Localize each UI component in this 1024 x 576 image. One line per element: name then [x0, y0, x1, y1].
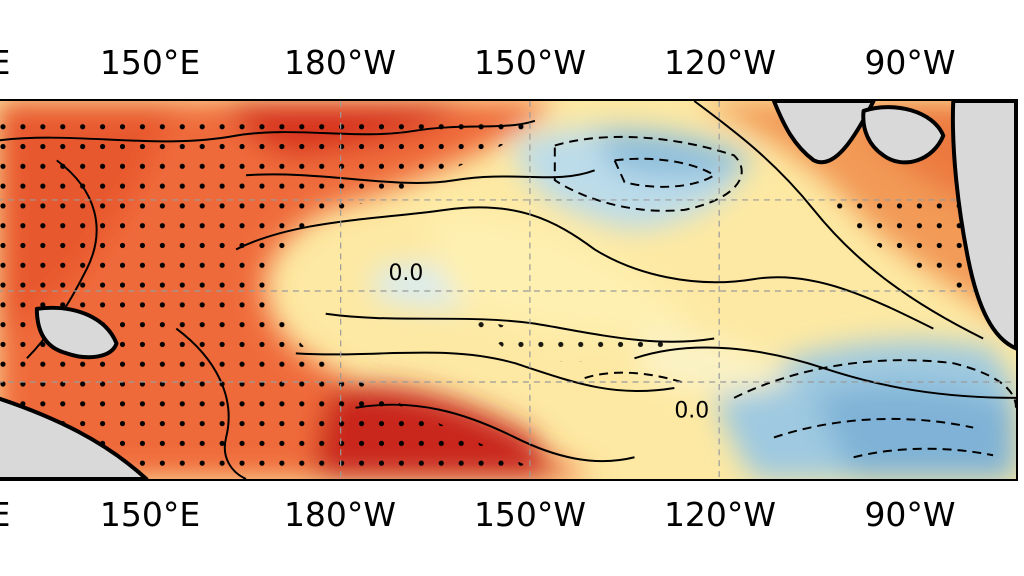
contour-label-1: 0.0: [388, 261, 423, 286]
contour-label-2: 0.0: [674, 399, 709, 424]
lon-label-bottom-150w: 150°W: [473, 495, 587, 534]
lon-label-bottom-90w: 90°W: [864, 495, 956, 534]
bottom-longitude-axis: E 150°E 180°W 150°W 120°W 90°W: [0, 490, 1024, 540]
land-yucatan: [861, 105, 946, 165]
top-longitude-axis: E 150°E 180°W 150°W 120°W 90°W: [0, 38, 1024, 88]
lon-label-top-150e: 150°E: [99, 43, 201, 82]
lon-label-top-120w: 120°W: [663, 43, 777, 82]
land-australia: [0, 396, 149, 479]
lon-label-bottom-150e: 150°E: [99, 495, 201, 534]
lon-label-bottom-120w: 120°W: [663, 495, 777, 534]
land-new-guinea: [34, 305, 119, 360]
map-canvas: 0.0 0.0: [0, 101, 1016, 479]
lon-label-top-0: E: [0, 38, 10, 88]
land-south-america: [950, 101, 1016, 351]
lon-label-bottom-0: E: [0, 490, 10, 540]
negative-contours: [553, 135, 1016, 459]
lon-label-top-180w: 180°W: [283, 43, 397, 82]
lon-label-top-90w: 90°W: [864, 43, 956, 82]
sst-anomaly-map: 0.0 0.0: [0, 99, 1018, 481]
land-masses: [0, 101, 1016, 479]
map-gridlines: [0, 101, 1016, 479]
lon-label-top-150w: 150°W: [473, 43, 587, 82]
lon-label-bottom-180w: 180°W: [283, 495, 397, 534]
